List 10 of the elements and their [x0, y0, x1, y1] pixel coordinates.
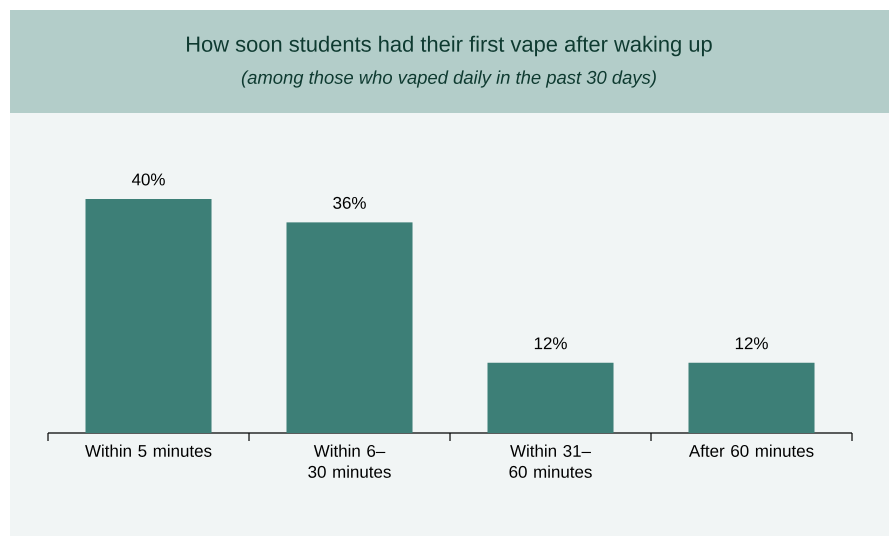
chart-subtitle: (among those who vaped daily in the past 30 days): [242, 70, 656, 88]
data-label: 40%: [132, 173, 165, 186]
x-tick-label: Within 6–30 minutes: [308, 444, 391, 478]
data-label: 36%: [333, 196, 366, 209]
chart-title: How soon students had their first vape after waking up: [187, 36, 712, 56]
x-tick-label: After 60 minutes: [688, 444, 814, 457]
x-tick-label: Within 5 minutes: [85, 444, 212, 457]
data-label: 12%: [534, 337, 567, 350]
data-label: 12%: [736, 337, 768, 350]
x-tick-label: Within 31–60 minutes: [509, 444, 592, 478]
